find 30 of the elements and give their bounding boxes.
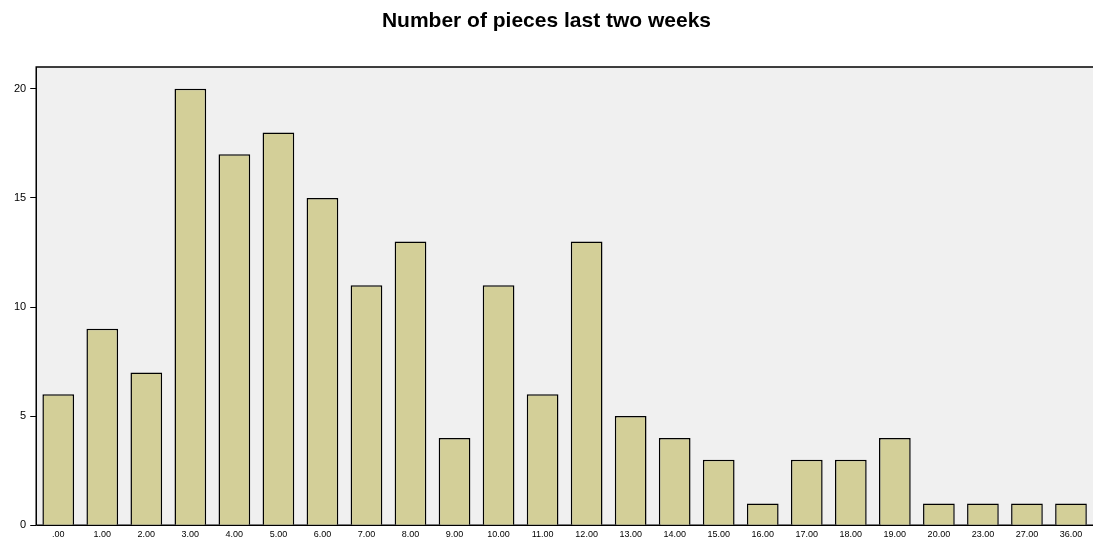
x-tick-label: 3.00: [181, 529, 200, 540]
x-tick-label: 10.00: [487, 529, 510, 540]
x-tick-label: 13.00: [619, 529, 642, 540]
x-tick-label: 20.00: [927, 529, 951, 540]
y-tick-label: 10: [13, 300, 27, 313]
x-tick-label: 11.00: [531, 529, 554, 540]
y-tick-label: 20: [13, 81, 27, 94]
x-tick-label: 19.00: [883, 529, 907, 540]
x-tick-label: 6.00: [313, 529, 332, 540]
x-tick-label: 9.00: [445, 529, 464, 540]
x-tick-label: 8.00: [401, 529, 420, 540]
x-tick-label: 4.00: [225, 529, 244, 540]
x-tick-label: 5.00: [269, 529, 288, 540]
x-tick-label: 14.00: [663, 529, 686, 540]
x-tick-label: 27.00: [1015, 529, 1039, 540]
y-tick-label: 0: [20, 518, 27, 531]
x-tick-label: 36.00: [1059, 529, 1083, 540]
x-tick-label: 1.00: [93, 529, 112, 540]
x-tick-label: 17.00: [795, 529, 819, 540]
y-tick-label: 5: [20, 409, 27, 422]
x-tick-label: 23.00: [971, 529, 995, 540]
x-tick-label: 7.00: [357, 529, 376, 540]
x-tick-label: 18.00: [839, 529, 863, 540]
x-tick-label: .00: [51, 529, 65, 540]
chart-title: Number of pieces last two weeks: [380, 8, 713, 32]
x-tick-label: 12.00: [575, 529, 598, 540]
x-tick-label: 16.00: [751, 529, 775, 540]
x-tick-label: 2.00: [137, 529, 156, 540]
y-tick-label: 15: [13, 190, 27, 203]
x-tick-label: 15.00: [707, 529, 730, 540]
